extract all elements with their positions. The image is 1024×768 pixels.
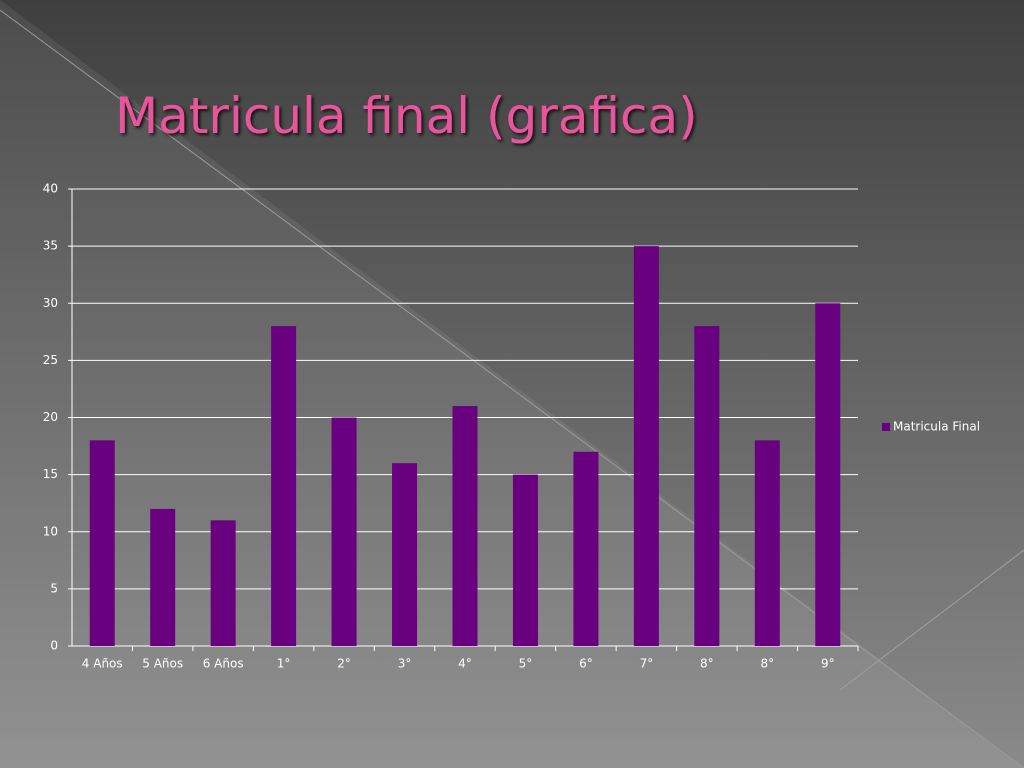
x-tick-label: 5° <box>519 657 533 671</box>
y-tick-label: 35 <box>43 239 58 253</box>
x-tick-label: 6 Años <box>203 657 244 671</box>
x-tick-label: 5 Años <box>142 657 183 671</box>
x-tick-label: 4° <box>458 657 472 671</box>
x-tick-label: 6° <box>579 657 593 671</box>
x-tick-label: 3° <box>398 657 412 671</box>
bar <box>271 326 297 646</box>
decor-line <box>0 9 1024 768</box>
y-tick-label: 30 <box>43 296 58 310</box>
bar <box>150 508 176 646</box>
chart-title: Matricula final (grafica) <box>115 87 698 145</box>
bar <box>633 246 659 646</box>
bar <box>512 474 538 646</box>
bar <box>573 451 599 646</box>
y-tick-label: 25 <box>43 353 58 367</box>
x-tick-label: 8° <box>700 657 714 671</box>
y-tick-label: 5 <box>50 581 58 595</box>
bar <box>210 520 236 646</box>
x-tick-label: 9° <box>821 657 835 671</box>
legend-swatch <box>882 423 890 431</box>
legend-label: Matricula Final <box>893 420 980 434</box>
x-tick-label: 7° <box>640 657 654 671</box>
bar <box>452 406 478 646</box>
y-tick-label: 0 <box>50 639 58 653</box>
bar <box>392 463 418 646</box>
bar <box>754 440 780 646</box>
x-tick-label: 8° <box>760 657 774 671</box>
y-tick-label: 10 <box>43 524 58 538</box>
decor-line <box>839 549 1024 691</box>
bar <box>694 326 720 646</box>
y-tick-label: 20 <box>43 410 58 424</box>
x-tick-label: 2° <box>337 657 351 671</box>
y-tick-label: 40 <box>43 182 58 196</box>
bar <box>331 417 357 646</box>
x-tick-label: 4 Años <box>82 657 123 671</box>
bar <box>89 440 115 646</box>
bar <box>815 303 841 646</box>
x-tick-label: 1° <box>277 657 291 671</box>
y-tick-label: 15 <box>43 467 58 481</box>
